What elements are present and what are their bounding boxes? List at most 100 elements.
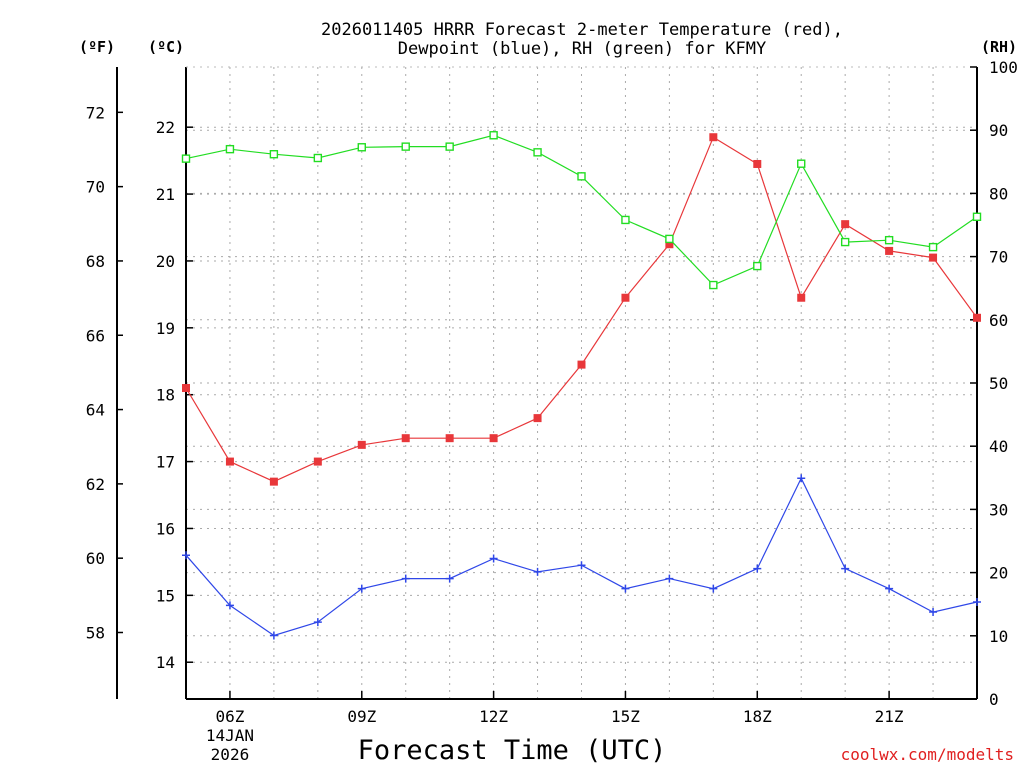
temperature-data-point (182, 384, 190, 393)
rh-data-point (577, 172, 586, 181)
temperature-data-point (885, 246, 894, 255)
fahrenheit-tick-label: 68 (86, 252, 105, 271)
dewpoint-data-point (929, 608, 938, 617)
fahrenheit-tick-label: 64 (86, 401, 105, 420)
rh-data-point (401, 142, 410, 151)
temperature-data-point (665, 240, 674, 249)
rh-tick-label: 30 (989, 500, 1008, 519)
temperature-data-point (929, 253, 938, 262)
fahrenheit-tick-label: 58 (86, 623, 105, 642)
rh-data-point (489, 131, 498, 140)
dewpoint-data-point (225, 601, 234, 610)
rh-data-point (665, 234, 674, 244)
x-tick-label: 12Z (479, 707, 508, 726)
credit-link[interactable]: coolwx.com/modelts (841, 745, 1014, 764)
temperature-data-point (709, 133, 718, 142)
x-tick-label: 18Z (743, 707, 772, 726)
x-tick-date-label: 14JAN (206, 726, 254, 745)
chart-title-line-2: Dewpoint (blue), RH (green) for KFMY (398, 39, 766, 59)
rh-data-point (840, 237, 850, 247)
rh-series-line (185, 134, 978, 286)
dewpoint-data-point (841, 564, 850, 573)
rh-data-point (928, 242, 938, 252)
fahrenheit-tick-label: 70 (86, 178, 105, 197)
rh-data-point (972, 212, 982, 221)
x-axis-title: Forecast Time (UTC) (358, 735, 667, 766)
rh-data-point (709, 280, 718, 290)
series-layer (181, 131, 982, 640)
rh-tick-label: 0 (989, 690, 999, 709)
celsius-tick-label: 19 (156, 319, 175, 338)
rh-data-point (313, 153, 323, 163)
x-tick-label: 15Z (611, 707, 640, 726)
dewpoint-data-point (313, 618, 322, 627)
fahrenheit-tick-label: 62 (86, 475, 105, 494)
dewpoint-data-point (621, 584, 630, 593)
celsius-tick-label: 16 (156, 519, 175, 538)
dewpoint-data-point (709, 584, 718, 593)
fahrenheit-unit-label: (ºF) (79, 38, 115, 56)
dewpoint-data-point (489, 554, 498, 563)
rh-data-point (621, 215, 630, 225)
temperature-data-point (533, 414, 542, 423)
dewpoint-data-point (973, 598, 981, 607)
dewpoint-data-point (533, 567, 542, 576)
temperature-data-point (357, 440, 366, 449)
temperature-data-point (489, 434, 498, 443)
dewpoint-data-point (797, 474, 806, 483)
rh-data-point (753, 261, 762, 271)
chart-title-line-1: 2026011405 HRRR Forecast 2-meter Tempera… (321, 20, 843, 40)
rh-data-point (445, 142, 454, 151)
rh-tick-label: 90 (989, 121, 1008, 140)
rh-data-point (357, 143, 366, 152)
fahrenheit-tick-label: 60 (86, 549, 105, 568)
temperature-data-point (577, 360, 586, 369)
celsius-tick-label: 14 (156, 653, 175, 672)
rh-data-point (225, 144, 235, 154)
rh-tick-label: 60 (989, 311, 1008, 330)
temperature-data-point (445, 434, 454, 443)
temperature-data-point (225, 457, 234, 466)
dewpoint-data-point (753, 564, 762, 573)
x-tick-label: 06Z (215, 707, 244, 726)
temperature-data-point (313, 457, 322, 466)
temperature-data-point (973, 313, 981, 322)
plot-frame: 14 15 16 17 18 19 20 21 22 58 60 62 64 66 68 70 72 0 10 20 3… (86, 58, 1018, 764)
rh-unit-label: (RH) (981, 38, 1017, 56)
rh-tick-label: 40 (989, 437, 1008, 456)
dewpoint-data-point (885, 584, 894, 593)
x-tick-label: 09Z (347, 707, 376, 726)
rh-data-point (797, 159, 806, 168)
rh-tick-label: 50 (989, 374, 1008, 393)
dewpoint-data-point (182, 551, 190, 560)
celsius-tick-label: 20 (156, 252, 175, 271)
fahrenheit-tick-label: 72 (86, 103, 105, 122)
temperature-data-point (621, 293, 630, 302)
dewpoint-data-point (445, 574, 454, 583)
x-tick-date-label: 2026 (211, 745, 250, 764)
temperature-data-point (269, 477, 278, 486)
rh-tick-label: 10 (989, 627, 1008, 646)
celsius-tick-label: 21 (156, 185, 175, 204)
celsius-tick-label: 18 (156, 386, 175, 405)
dewpoint-data-point (577, 561, 586, 570)
dewpoint-data-point (401, 574, 410, 583)
temperature-data-point (797, 293, 806, 302)
celsius-tick-label: 17 (156, 453, 175, 472)
temperature-data-point (841, 220, 850, 229)
rh-tick-label: 20 (989, 564, 1008, 583)
gridlines (186, 67, 977, 699)
fahrenheit-tick-label: 66 (86, 326, 105, 345)
dewpoint-data-point (357, 584, 366, 593)
rh-tick-label: 70 (989, 248, 1008, 267)
celsius-unit-label: (ºC) (148, 38, 184, 56)
celsius-tick-label: 15 (156, 586, 175, 605)
dewpoint-data-point (269, 631, 278, 640)
rh-tick-label: 100 (989, 58, 1018, 77)
rh-data-point (533, 148, 542, 157)
temperature-data-point (401, 434, 410, 443)
temperature-data-point (753, 159, 762, 168)
rh-tick-label: 80 (989, 184, 1008, 203)
rh-data-point (269, 150, 279, 159)
